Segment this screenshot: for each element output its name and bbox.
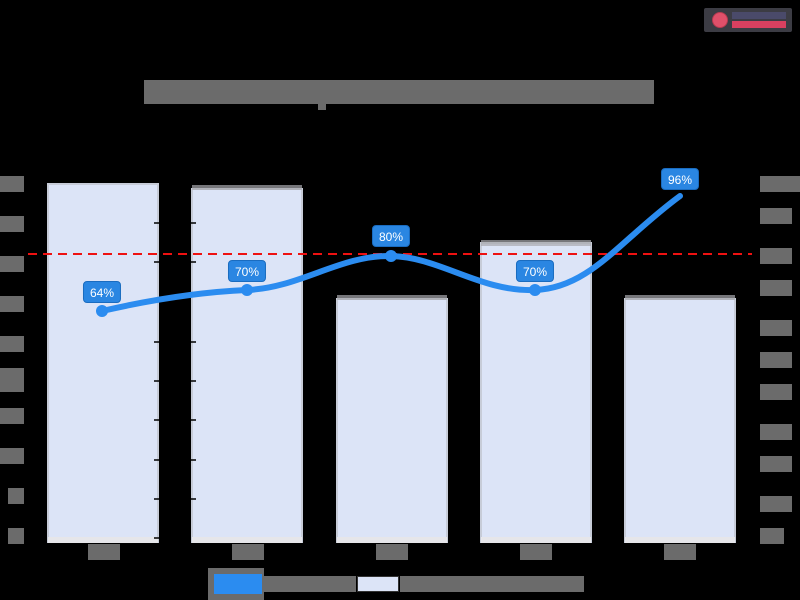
left-axis-label xyxy=(8,488,24,504)
right-axis-label xyxy=(760,424,792,440)
chart-title-redacted xyxy=(144,80,654,104)
line-points xyxy=(96,250,541,317)
chart-title-redacted-descender xyxy=(318,100,326,110)
left-axis-label xyxy=(0,176,24,192)
legend-line-label xyxy=(264,576,356,592)
legend-line-swatch xyxy=(214,574,262,594)
x-axis-label xyxy=(376,544,408,560)
x-axis-label xyxy=(232,544,264,560)
data-label: 96% xyxy=(660,168,700,190)
data-label: 64% xyxy=(82,281,122,303)
right-axis-label xyxy=(760,456,792,472)
data-label: 80% xyxy=(371,225,411,247)
right-axis-label xyxy=(760,528,784,544)
x-axis-label xyxy=(664,544,696,560)
bar-2 xyxy=(191,188,303,543)
right-axis-label xyxy=(760,496,792,512)
bar-1 xyxy=(47,183,159,543)
right-axis-label xyxy=(760,384,792,400)
legend-bar-label xyxy=(400,576,584,592)
left-axis-label xyxy=(0,296,24,312)
logo-text-bottom xyxy=(732,21,786,28)
bar-5 xyxy=(624,298,736,543)
brand-logo xyxy=(704,8,792,32)
legend-bar-swatch xyxy=(357,576,399,592)
logo-text-top xyxy=(732,12,786,19)
right-axis-label xyxy=(760,176,800,192)
x-axis-label xyxy=(520,544,552,560)
right-axis-label xyxy=(760,248,792,264)
left-axis-label xyxy=(0,216,24,232)
right-axis-label xyxy=(760,352,792,368)
right-axis-label xyxy=(760,280,792,296)
left-axis-label xyxy=(8,528,24,544)
left-axis-label xyxy=(0,336,24,352)
right-axis-label xyxy=(760,208,792,224)
left-axis-label xyxy=(0,368,24,392)
data-label: 70% xyxy=(515,260,555,282)
right-axis-label xyxy=(760,320,792,336)
left-axis-label xyxy=(0,256,24,272)
tick-marks xyxy=(154,222,196,539)
x-axis-label xyxy=(88,544,120,560)
data-label: 70% xyxy=(227,260,267,282)
bars xyxy=(47,183,736,543)
left-axis-label xyxy=(0,448,24,464)
logo-mark-icon xyxy=(712,12,728,28)
bar-3 xyxy=(336,298,448,543)
left-axis-label xyxy=(0,408,24,424)
